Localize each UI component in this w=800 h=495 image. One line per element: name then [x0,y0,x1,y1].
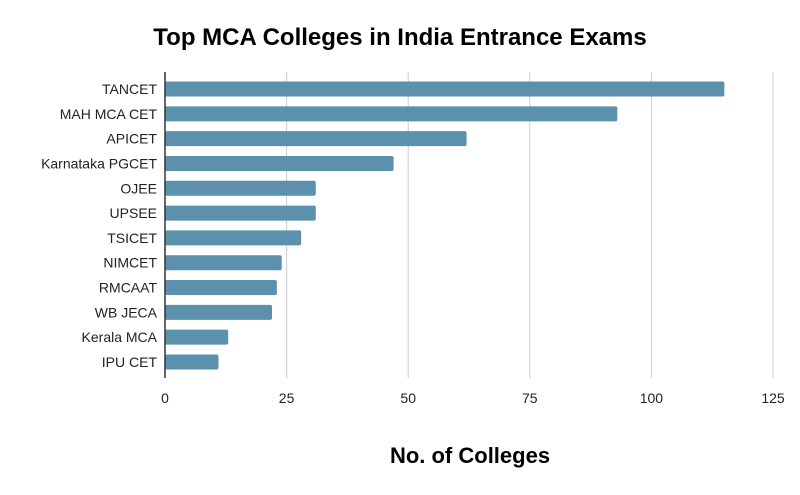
bar [165,230,302,246]
bar [165,255,282,271]
y-tick-label: RMCAAT [99,280,158,296]
y-tick-label: TANCET [102,81,157,97]
bars [165,81,725,370]
x-tick-label: 50 [400,390,416,406]
bar [165,180,316,196]
tick-labels: 0 25 50 75 100 125 TANCET MAH MCA CET APICET Karn… [41,81,785,406]
y-tick-label: MAH MCA CET [60,106,158,122]
bar [165,329,229,345]
chart-title: Top MCA Colleges in India Entrance Exams [153,24,647,51]
y-tick-label: TSICET [107,230,157,246]
x-tick-label: 75 [522,390,538,406]
y-tick-label: IPU CET [102,354,158,370]
bar [165,81,725,97]
bar [165,106,618,122]
x-axis-title: No. of Colleges [389,443,551,468]
x-tick-label: 125 [761,390,785,406]
y-tick-label: WB JECA [95,304,158,320]
y-tick-label: Karnataka PGCET [41,155,157,171]
bar [165,131,467,147]
bar [165,304,273,320]
x-tick-label: 25 [279,390,295,406]
bar [165,280,277,296]
y-tick-label: OJEE [120,180,157,196]
y-tick-label: Kerala MCA [82,329,158,345]
gridlines [286,72,774,378]
y-tick-label: NIMCET [103,255,157,271]
bar [165,205,316,221]
x-tick-label: 100 [640,390,664,406]
x-tick-label: 0 [161,390,169,406]
bar [165,354,219,370]
y-tick-label: APICET [106,131,157,147]
bar [165,155,394,171]
y-tick-label: UPSEE [110,205,157,221]
